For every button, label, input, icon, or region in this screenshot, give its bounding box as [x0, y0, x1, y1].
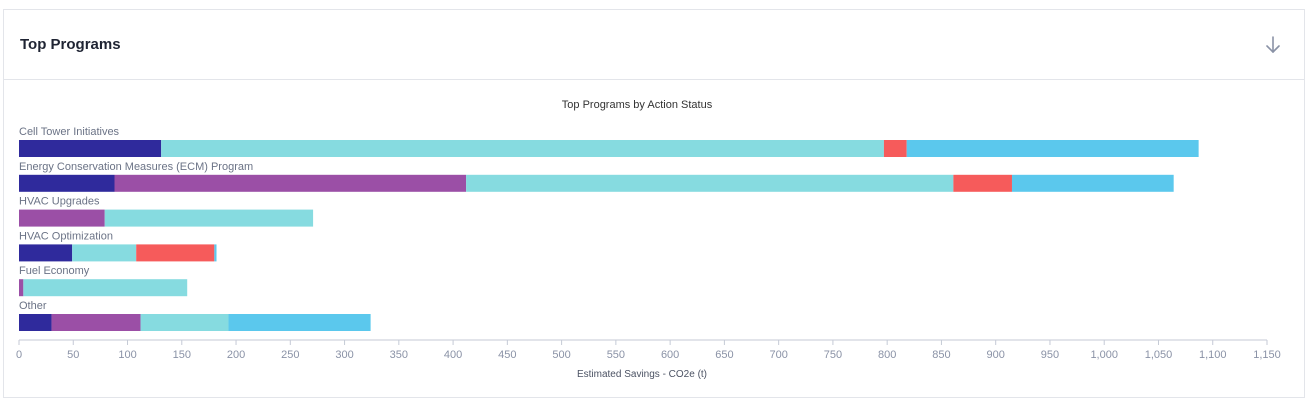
x-tick-label: 550	[607, 349, 625, 361]
bars-layer	[19, 140, 1199, 331]
card-title: Top Programs	[20, 36, 121, 53]
bar-segment[interactable]	[19, 140, 162, 157]
x-tick-label: 750	[824, 349, 842, 361]
category-labels: Cell Tower Initiatives Energy Conservatio…	[19, 126, 253, 312]
x-tick-label: 350	[390, 349, 408, 361]
x-tick-label: 400	[444, 349, 462, 361]
bar-segment[interactable]	[51, 314, 141, 331]
bar-segment[interactable]	[72, 244, 137, 262]
x-tick-label: 100	[118, 349, 136, 361]
bar-segment[interactable]	[136, 244, 215, 262]
x-tick-label: 950	[1041, 349, 1059, 361]
x-tick-label: 800	[878, 349, 896, 361]
x-tick-label: 600	[661, 349, 679, 361]
x-tick-label: 200	[227, 349, 245, 361]
bar-segment[interactable]	[214, 244, 217, 262]
bar-segment[interactable]	[19, 209, 105, 227]
x-tick-label: 850	[932, 349, 950, 361]
category-label: Fuel Economy	[19, 265, 90, 277]
x-tick-label: 650	[715, 349, 733, 361]
download-button[interactable]	[1262, 34, 1284, 56]
category-label: HVAC Upgrades	[19, 196, 100, 208]
category-label: HVAC Optimization	[19, 230, 113, 242]
category-label: Energy Conservation Measures (ECM) Progr…	[19, 161, 253, 173]
x-tick-label: 500	[552, 349, 570, 361]
bar-segment[interactable]	[953, 174, 1012, 192]
bar-segment[interactable]	[228, 314, 371, 331]
x-axis: 0 50 100 150 200 250 300 350 400 450 500 550 600 650 7…	[16, 339, 1281, 361]
bar-segment[interactable]	[114, 174, 467, 192]
x-tick-label: 1,150	[1253, 349, 1281, 361]
bar-segment[interactable]	[104, 209, 314, 227]
x-tick-label: 50	[67, 349, 79, 361]
bar-segment[interactable]	[19, 244, 73, 262]
arrow-down-icon	[1266, 36, 1280, 53]
top-programs-card: Top Programs	[3, 9, 1305, 398]
category-label: Other	[19, 300, 47, 312]
x-tick-label: 300	[335, 349, 353, 361]
x-tick-label: 700	[769, 349, 787, 361]
bar-segment[interactable]	[161, 140, 884, 157]
bar-segment[interactable]	[883, 140, 907, 157]
x-tick-label: 900	[987, 349, 1005, 361]
bar-segment[interactable]	[19, 314, 52, 331]
x-tick-label: 1,050	[1145, 349, 1173, 361]
x-tick-label: 450	[498, 349, 516, 361]
chart-title: Top Programs by Action Status	[562, 99, 713, 111]
x-tick-label: 1,100	[1199, 349, 1227, 361]
x-axis-label: Estimated Savings - CO2e (t)	[577, 369, 707, 380]
bar-segment[interactable]	[466, 174, 954, 192]
bar-segment[interactable]	[23, 279, 188, 297]
x-tick-label: 250	[281, 349, 299, 361]
bar-segment[interactable]	[19, 279, 24, 297]
x-tick-label: 150	[173, 349, 191, 361]
category-label: Cell Tower Initiatives	[19, 126, 120, 138]
bar-segment[interactable]	[1011, 174, 1174, 192]
bar-segment[interactable]	[140, 314, 229, 331]
bar-segment[interactable]	[19, 174, 115, 192]
x-tick-label: 1,000	[1090, 349, 1118, 361]
x-tick-label: 0	[16, 349, 22, 361]
card-header: Top Programs	[4, 10, 1304, 80]
bar-segment[interactable]	[906, 140, 1199, 157]
